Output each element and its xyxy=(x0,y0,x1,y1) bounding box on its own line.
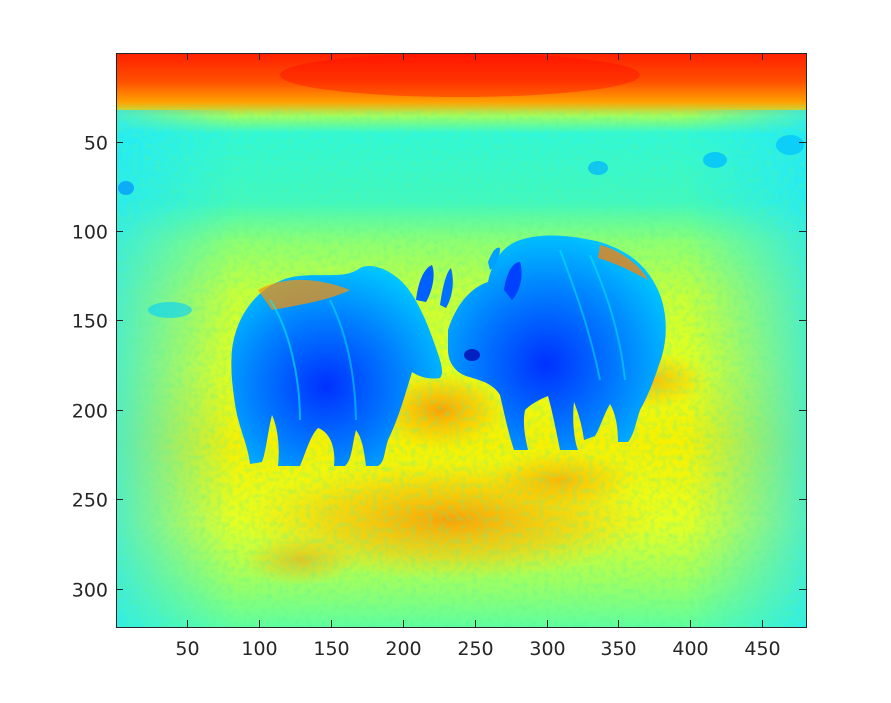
x-tick-label: 200 xyxy=(385,638,421,660)
left-rhinoceros xyxy=(231,265,453,466)
x-tick-label: 100 xyxy=(241,638,277,660)
y-tick-label: 50 xyxy=(84,133,108,155)
x-axis: 50 100 150 200 250 300 350 400 450 xyxy=(175,53,781,660)
x-tick-label: 250 xyxy=(457,638,493,660)
y-axis: 50 100 150 200 250 300 xyxy=(72,133,806,602)
x-tick-label: 300 xyxy=(529,638,565,660)
right-rhinoceros xyxy=(448,235,666,450)
heatmap-image xyxy=(116,53,806,627)
y-tick-label: 250 xyxy=(72,490,108,512)
y-tick-label: 200 xyxy=(72,401,108,423)
x-tick-label: 350 xyxy=(600,638,636,660)
x-tick-label: 450 xyxy=(744,638,780,660)
x-tick-label: 400 xyxy=(672,638,708,660)
y-tick-label: 100 xyxy=(72,222,108,244)
axes-frame xyxy=(116,53,807,628)
y-tick-label: 150 xyxy=(72,311,108,333)
x-tick-label: 50 xyxy=(175,638,199,660)
x-tick-label: 150 xyxy=(313,638,349,660)
y-tick-label: 300 xyxy=(72,580,108,602)
